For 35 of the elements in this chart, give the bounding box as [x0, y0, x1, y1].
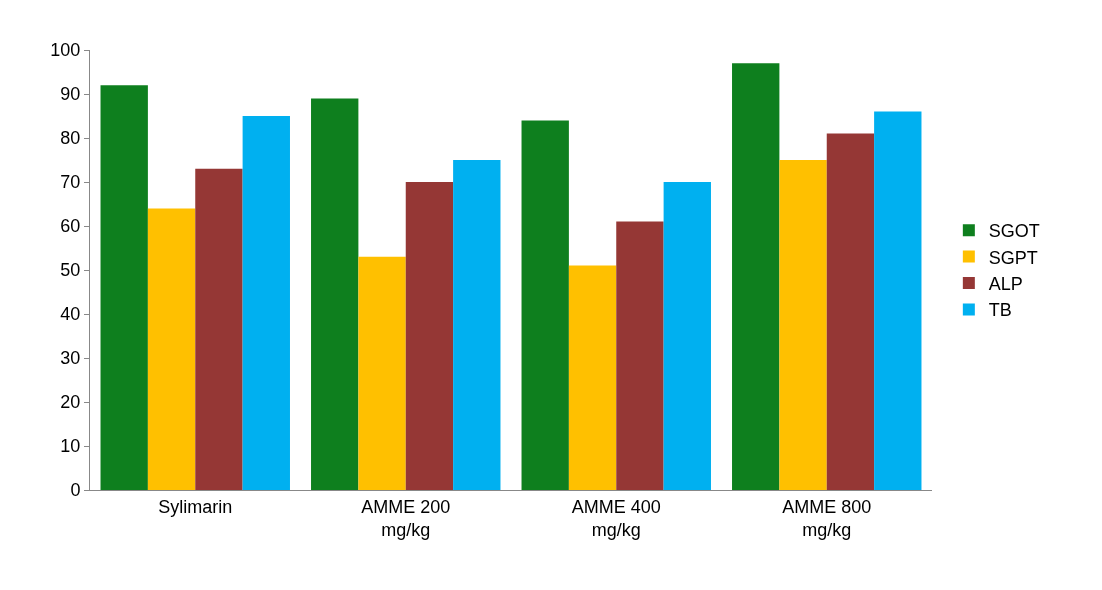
y-tick-label: 30 [60, 348, 81, 369]
bar [663, 182, 711, 490]
bar [826, 133, 875, 490]
bar [453, 160, 501, 490]
y-tick-label: 60 [60, 216, 81, 237]
bar [147, 208, 196, 490]
x-tick-label: AMME 400 mg/kg [571, 496, 661, 540]
bar [311, 98, 359, 490]
legend-label: SGPT [988, 247, 1038, 268]
y-tick-label: 70 [60, 172, 81, 193]
bar [874, 111, 922, 490]
legend-label: SGOT [988, 221, 1040, 242]
bar [100, 85, 148, 490]
y-tick-label: 10 [60, 436, 81, 457]
x-tick-label: AMME 800 mg/kg [782, 496, 872, 540]
y-tick-label: 0 [70, 480, 81, 501]
bar [732, 63, 780, 490]
x-tick-label: AMME 200 mg/kg [361, 496, 451, 540]
x-tick-label: Sylimarin [158, 496, 233, 517]
bar [779, 160, 827, 490]
bar [616, 221, 664, 490]
bar [358, 256, 406, 490]
bar [521, 120, 569, 490]
bar [568, 265, 617, 490]
y-tick-label: 20 [60, 392, 81, 413]
y-tick-label: 90 [60, 84, 81, 105]
legend-label: TB [988, 300, 1012, 321]
legend-label: ALP [988, 274, 1023, 295]
bar [405, 182, 454, 490]
y-tick-label: 100 [50, 40, 81, 61]
y-tick-label: 40 [60, 304, 81, 325]
y-tick-label: 80 [60, 128, 81, 149]
bar [195, 168, 243, 490]
bar [242, 116, 290, 490]
y-tick-label: 50 [60, 260, 81, 281]
